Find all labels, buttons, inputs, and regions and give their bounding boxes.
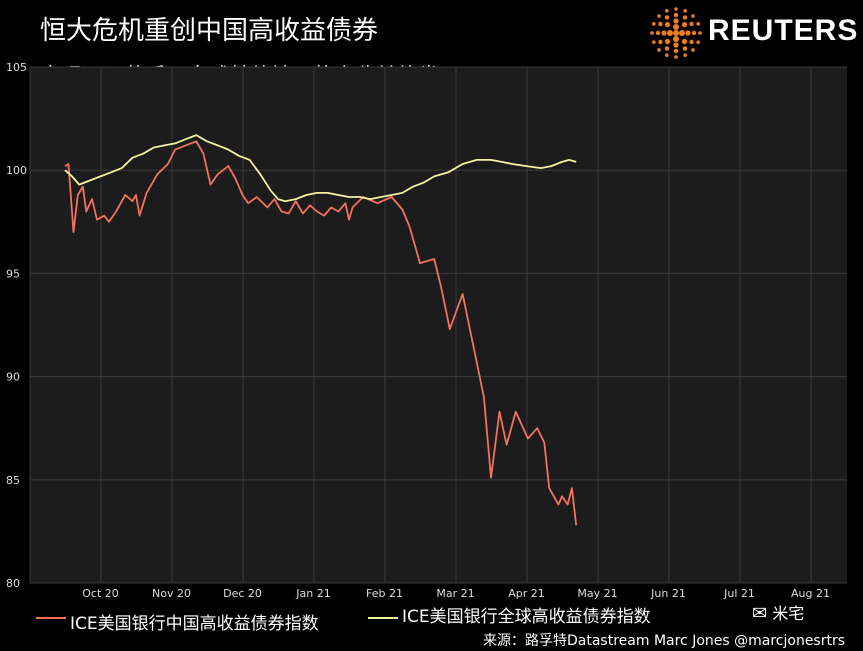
wechat-badge: ✉ 米宅 [752, 600, 804, 624]
logo-dot [664, 46, 670, 51]
logo-dot [673, 30, 679, 36]
y-tick-label: 90 [6, 371, 20, 384]
logo-dot [664, 21, 671, 28]
x-tick-label: Oct 20 [82, 587, 119, 600]
legend-swatch-global [368, 617, 398, 619]
logo-dot [681, 21, 688, 28]
author-text: Marc Jones @marcjonesrtrs [653, 633, 846, 649]
x-tick-label: Jan 21 [295, 587, 330, 600]
logo-dot [673, 24, 679, 30]
logo-dot [658, 39, 663, 45]
source-note: 来源：路孚特Datastream Marc Jones @marcjonesrt… [483, 630, 845, 650]
logo-dot [673, 12, 679, 18]
y-tick-label: 85 [6, 474, 20, 487]
x-tick-label: Jun 21 [650, 587, 686, 600]
logo-dot [683, 53, 687, 57]
x-tick-label: May 21 [577, 587, 617, 600]
logo-dot [657, 14, 661, 18]
logo-dot [682, 15, 688, 20]
logo-dot [674, 55, 678, 59]
logo-dot [689, 39, 694, 45]
logo-dot [652, 40, 656, 44]
x-tick-label: Jul 21 [723, 587, 755, 600]
legend-label-china: ICE美国银行中国高收益债券指数 [70, 614, 319, 634]
logo-dot [650, 31, 654, 35]
series-line-1 [64, 134, 577, 203]
x-tick-label: Aug 21 [791, 587, 830, 600]
logo-dot [665, 9, 669, 13]
logo-dot [696, 40, 700, 44]
logo-dot [652, 22, 656, 26]
logo-dot [655, 30, 661, 36]
logo-dot [682, 46, 688, 51]
logo-dot [685, 30, 691, 36]
logo-dot [698, 31, 702, 35]
y-tick-label: 95 [6, 267, 20, 280]
logo-dot [673, 18, 679, 24]
logo-dot [673, 48, 679, 54]
x-tick-label: Nov 20 [152, 587, 191, 600]
x-tick-label: Mar 21 [436, 587, 474, 600]
logo-dot [691, 14, 695, 18]
logo-dot [683, 9, 687, 13]
logo-dot [689, 21, 694, 27]
wechat-icon: ✉ [752, 603, 768, 624]
legend-swatch-china [36, 617, 66, 619]
brand-name: REUTERS [708, 14, 859, 47]
y-tick-label: 105 [6, 61, 27, 74]
plot-area [30, 67, 847, 583]
logo-dot [657, 48, 661, 52]
y-tick-label: 100 [6, 164, 27, 177]
logo-dot [667, 30, 673, 36]
logo-dot [691, 30, 697, 36]
reuters-logo [645, 2, 847, 64]
reuters-dots-icon [650, 7, 702, 59]
wechat-label: 米宅 [772, 604, 805, 623]
series-line-0 [64, 140, 578, 526]
logo-dot [696, 22, 700, 26]
chart-title: 恒大危机重创中国高收益债券 [40, 16, 379, 46]
logo-dot [673, 36, 679, 42]
y-tick-label: 80 [6, 577, 20, 590]
logo-dot [679, 30, 685, 36]
logo-dot [665, 53, 669, 57]
logo-dot [674, 7, 678, 11]
x-tick-label: Dec 20 [223, 587, 262, 600]
logo-dot [673, 42, 679, 48]
legend-label-global: ICE美国银行全球高收益债券指数 [402, 607, 651, 627]
logo-dot [658, 21, 663, 27]
logo-dot [664, 15, 670, 20]
x-tick-label: Feb 21 [366, 587, 403, 600]
logo-dot [681, 38, 688, 45]
logo-dot [661, 30, 667, 36]
x-tick-label: Apr 21 [508, 587, 545, 600]
logo-dot [664, 38, 671, 45]
source-text: 来源：路孚特Datastream [483, 633, 650, 649]
logo-dot [691, 48, 695, 52]
